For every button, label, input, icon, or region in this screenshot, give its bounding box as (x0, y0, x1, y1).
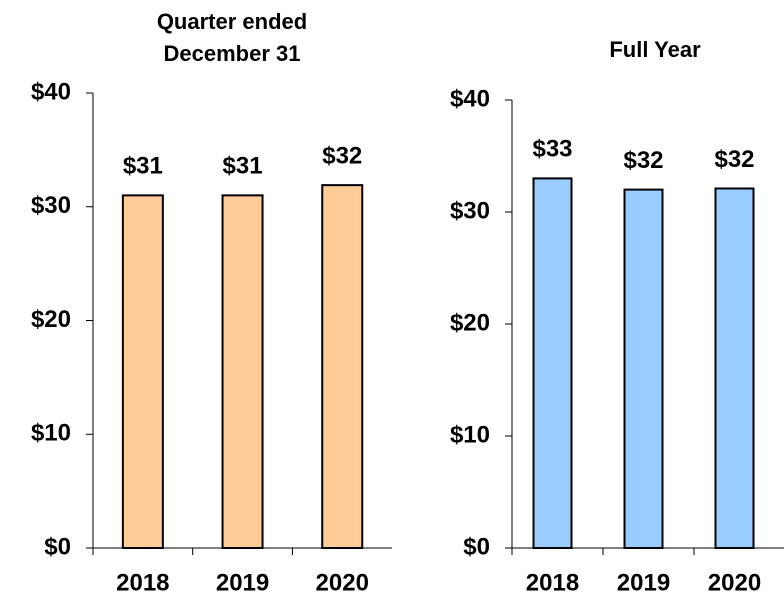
value-label: $32 (714, 146, 754, 173)
y-tick-label: $10 (31, 420, 71, 447)
chart-title: Quarter ended December 31 (156, 9, 308, 66)
bar (121, 194, 164, 549)
value-label: $31 (223, 153, 263, 180)
y-tick-label: $20 (31, 306, 71, 333)
value-label: $31 (123, 153, 163, 180)
bar (714, 187, 755, 549)
y-tick-label: $40 (450, 85, 490, 112)
bar (623, 188, 664, 549)
value-label: $32 (623, 147, 663, 174)
y-tick-label: $40 (31, 78, 71, 105)
x-tick-label: 2018 (526, 569, 579, 596)
y-tick-label: $10 (450, 421, 490, 448)
x-tick-label: 2019 (617, 569, 670, 596)
y-tick-label: $20 (450, 309, 490, 336)
x-tick-label: 2018 (116, 569, 169, 596)
y-tick-label: $30 (31, 192, 71, 219)
x-tick-label: 2020 (316, 569, 369, 596)
chart-title: Full Year (609, 37, 701, 62)
value-label: $32 (322, 142, 362, 169)
y-tick-label: $0 (463, 533, 490, 560)
bar (321, 184, 364, 549)
y-tick-label: $30 (450, 197, 490, 224)
bar (532, 177, 573, 549)
x-tick-label: 2020 (708, 569, 761, 596)
value-label: $33 (532, 136, 572, 163)
y-tick-label: $0 (44, 533, 71, 560)
bar (221, 194, 264, 549)
x-tick-label: 2019 (216, 569, 269, 596)
